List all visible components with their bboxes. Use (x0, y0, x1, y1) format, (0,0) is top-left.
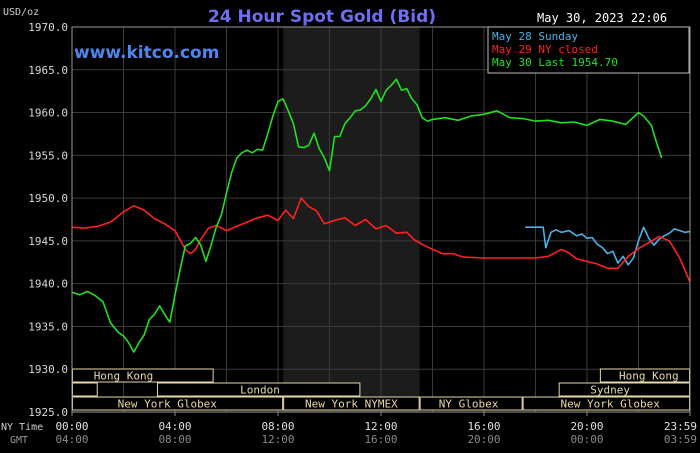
x-tick-label-ny: 16:00 (467, 420, 500, 433)
session-label: NY Globex (439, 398, 499, 411)
legend-entry-last: May 30 Last 1954.70 (492, 56, 618, 69)
y-tick-label: 1970.0 (28, 21, 68, 34)
nymex-session-shade (283, 27, 420, 412)
axes: 1970.0 1965.0 1960.0 1955.0 1950.0 1945.0 1940… (28, 21, 697, 446)
x-tick-label-gmt: 12:00 (261, 433, 294, 446)
x-tick-label-ny: 08:00 (261, 420, 294, 433)
plot-frame (71, 26, 691, 413)
x-tick-label-ny: 00:00 (55, 420, 88, 433)
y-tick-label: 1955.0 (28, 149, 68, 162)
session-bar (156, 382, 361, 397)
x-tick-label-ny: 23:59 (664, 420, 697, 433)
x-tick-label-gmt: 20:00 (467, 433, 500, 446)
session-label: New York Globex (561, 398, 661, 411)
session-label: Hong Kong (619, 370, 679, 383)
y-tick-label: 1925.0 (28, 406, 68, 419)
session-label: New York Globex (118, 398, 218, 411)
x-tick-label-ny: 20:00 (570, 420, 603, 433)
legend: May 28 Sunday May 29 NY closed May 30 La… (487, 26, 690, 74)
x-tick-label-gmt: 16:00 (364, 433, 397, 446)
legend-box (487, 26, 690, 74)
ny-time-label: NY Time (1, 422, 43, 433)
x-tick-label-ny: 12:00 (364, 420, 397, 433)
session-bar (72, 382, 98, 397)
market-sessions: Hong Kong London New York Globex New York N… (72, 368, 690, 411)
x-tick-label-ny: 04:00 (158, 420, 191, 433)
y-tick-label: 1940.0 (28, 278, 68, 291)
units-label: USD/oz (3, 7, 39, 18)
legend-entry-sunday: May 28 Sunday (492, 30, 578, 43)
y-tick-label: 1950.0 (28, 192, 68, 205)
y-tick-label: 1935.0 (28, 320, 68, 333)
series-line-2 (71, 78, 663, 353)
y-tick-label: 1930.0 (28, 363, 68, 376)
nymex-highlight (283, 27, 420, 412)
timestamp: May 30, 2023 22:06 (537, 11, 667, 25)
x-tick-label-gmt: 08:00 (158, 433, 191, 446)
session-label: Hong Kong (94, 370, 154, 383)
series-line-0 (525, 226, 691, 266)
session-label: Sydney (590, 384, 630, 397)
x-tick-label-gmt: 04:00 (55, 433, 88, 446)
session-bar (419, 396, 523, 411)
session-label: New York NYMEX (305, 398, 398, 411)
y-tick-label: 1965.0 (28, 64, 68, 77)
y-tick-label: 1945.0 (28, 235, 68, 248)
x-tick-label-gmt: 00:00 (570, 433, 603, 446)
chart-title: 24 Hour Spot Gold (Bid) (208, 7, 436, 27)
watermark: www.kitco.com (74, 43, 219, 63)
y-tick-label: 1960.0 (28, 107, 68, 120)
series-line-1 (71, 197, 691, 283)
gmt-label: GMT (10, 435, 28, 446)
session-bar (283, 396, 420, 411)
legend-entry-closed: May 29 NY closed (492, 43, 598, 56)
x-tick-label-gmt: 03:59 (664, 433, 697, 446)
series-lines (71, 78, 691, 353)
session-label: London (240, 384, 280, 397)
